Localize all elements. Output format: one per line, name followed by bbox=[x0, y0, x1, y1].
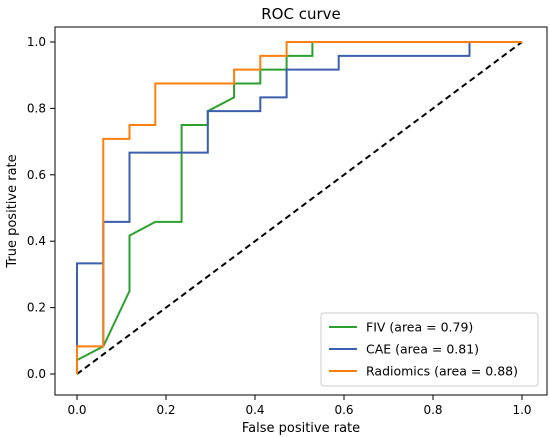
legend-label-0: FIV (area = 0.79) bbox=[366, 320, 473, 335]
x-axis: 0.0 0.2 0.4 0.6 0.8 1.0 bbox=[67, 395, 532, 417]
x-tick-label: 0.2 bbox=[156, 403, 175, 417]
y-tick-label: 1.0 bbox=[27, 35, 46, 49]
y-axis-label: True positive rate bbox=[5, 154, 20, 268]
x-tick-label: 0.8 bbox=[423, 403, 442, 417]
y-tick-label: 0.0 bbox=[27, 367, 46, 381]
y-tick-label: 0.6 bbox=[27, 168, 46, 182]
x-tick-label: 0.4 bbox=[245, 403, 264, 417]
chart-title: ROC curve bbox=[261, 5, 341, 23]
chance-diagonal bbox=[76, 41, 523, 375]
legend-label-1: CAE (area = 0.81) bbox=[366, 342, 479, 357]
plot-frame bbox=[54, 26, 548, 396]
plot-area bbox=[54, 26, 548, 396]
y-tick-label: 0.8 bbox=[27, 101, 46, 115]
legend: FIV (area = 0.79) CAE (area = 0.81) Radiom… bbox=[320, 312, 539, 387]
x-tick-label: 0.6 bbox=[334, 403, 353, 417]
legend-label-2: Radiomics (area = 0.88) bbox=[366, 364, 518, 379]
x-tick-label: 1.0 bbox=[512, 403, 531, 417]
legend-box bbox=[320, 312, 539, 387]
series-line-2 bbox=[76, 41, 522, 374]
y-tick-label: 0.4 bbox=[27, 234, 46, 248]
y-axis: 0.0 0.2 0.4 0.6 0.8 1.0 bbox=[27, 35, 55, 381]
series-layer bbox=[76, 41, 522, 374]
y-tick-label: 0.2 bbox=[27, 301, 46, 315]
x-axis-label: False positive rate bbox=[242, 421, 360, 436]
x-tick-label: 0.0 bbox=[67, 403, 86, 417]
